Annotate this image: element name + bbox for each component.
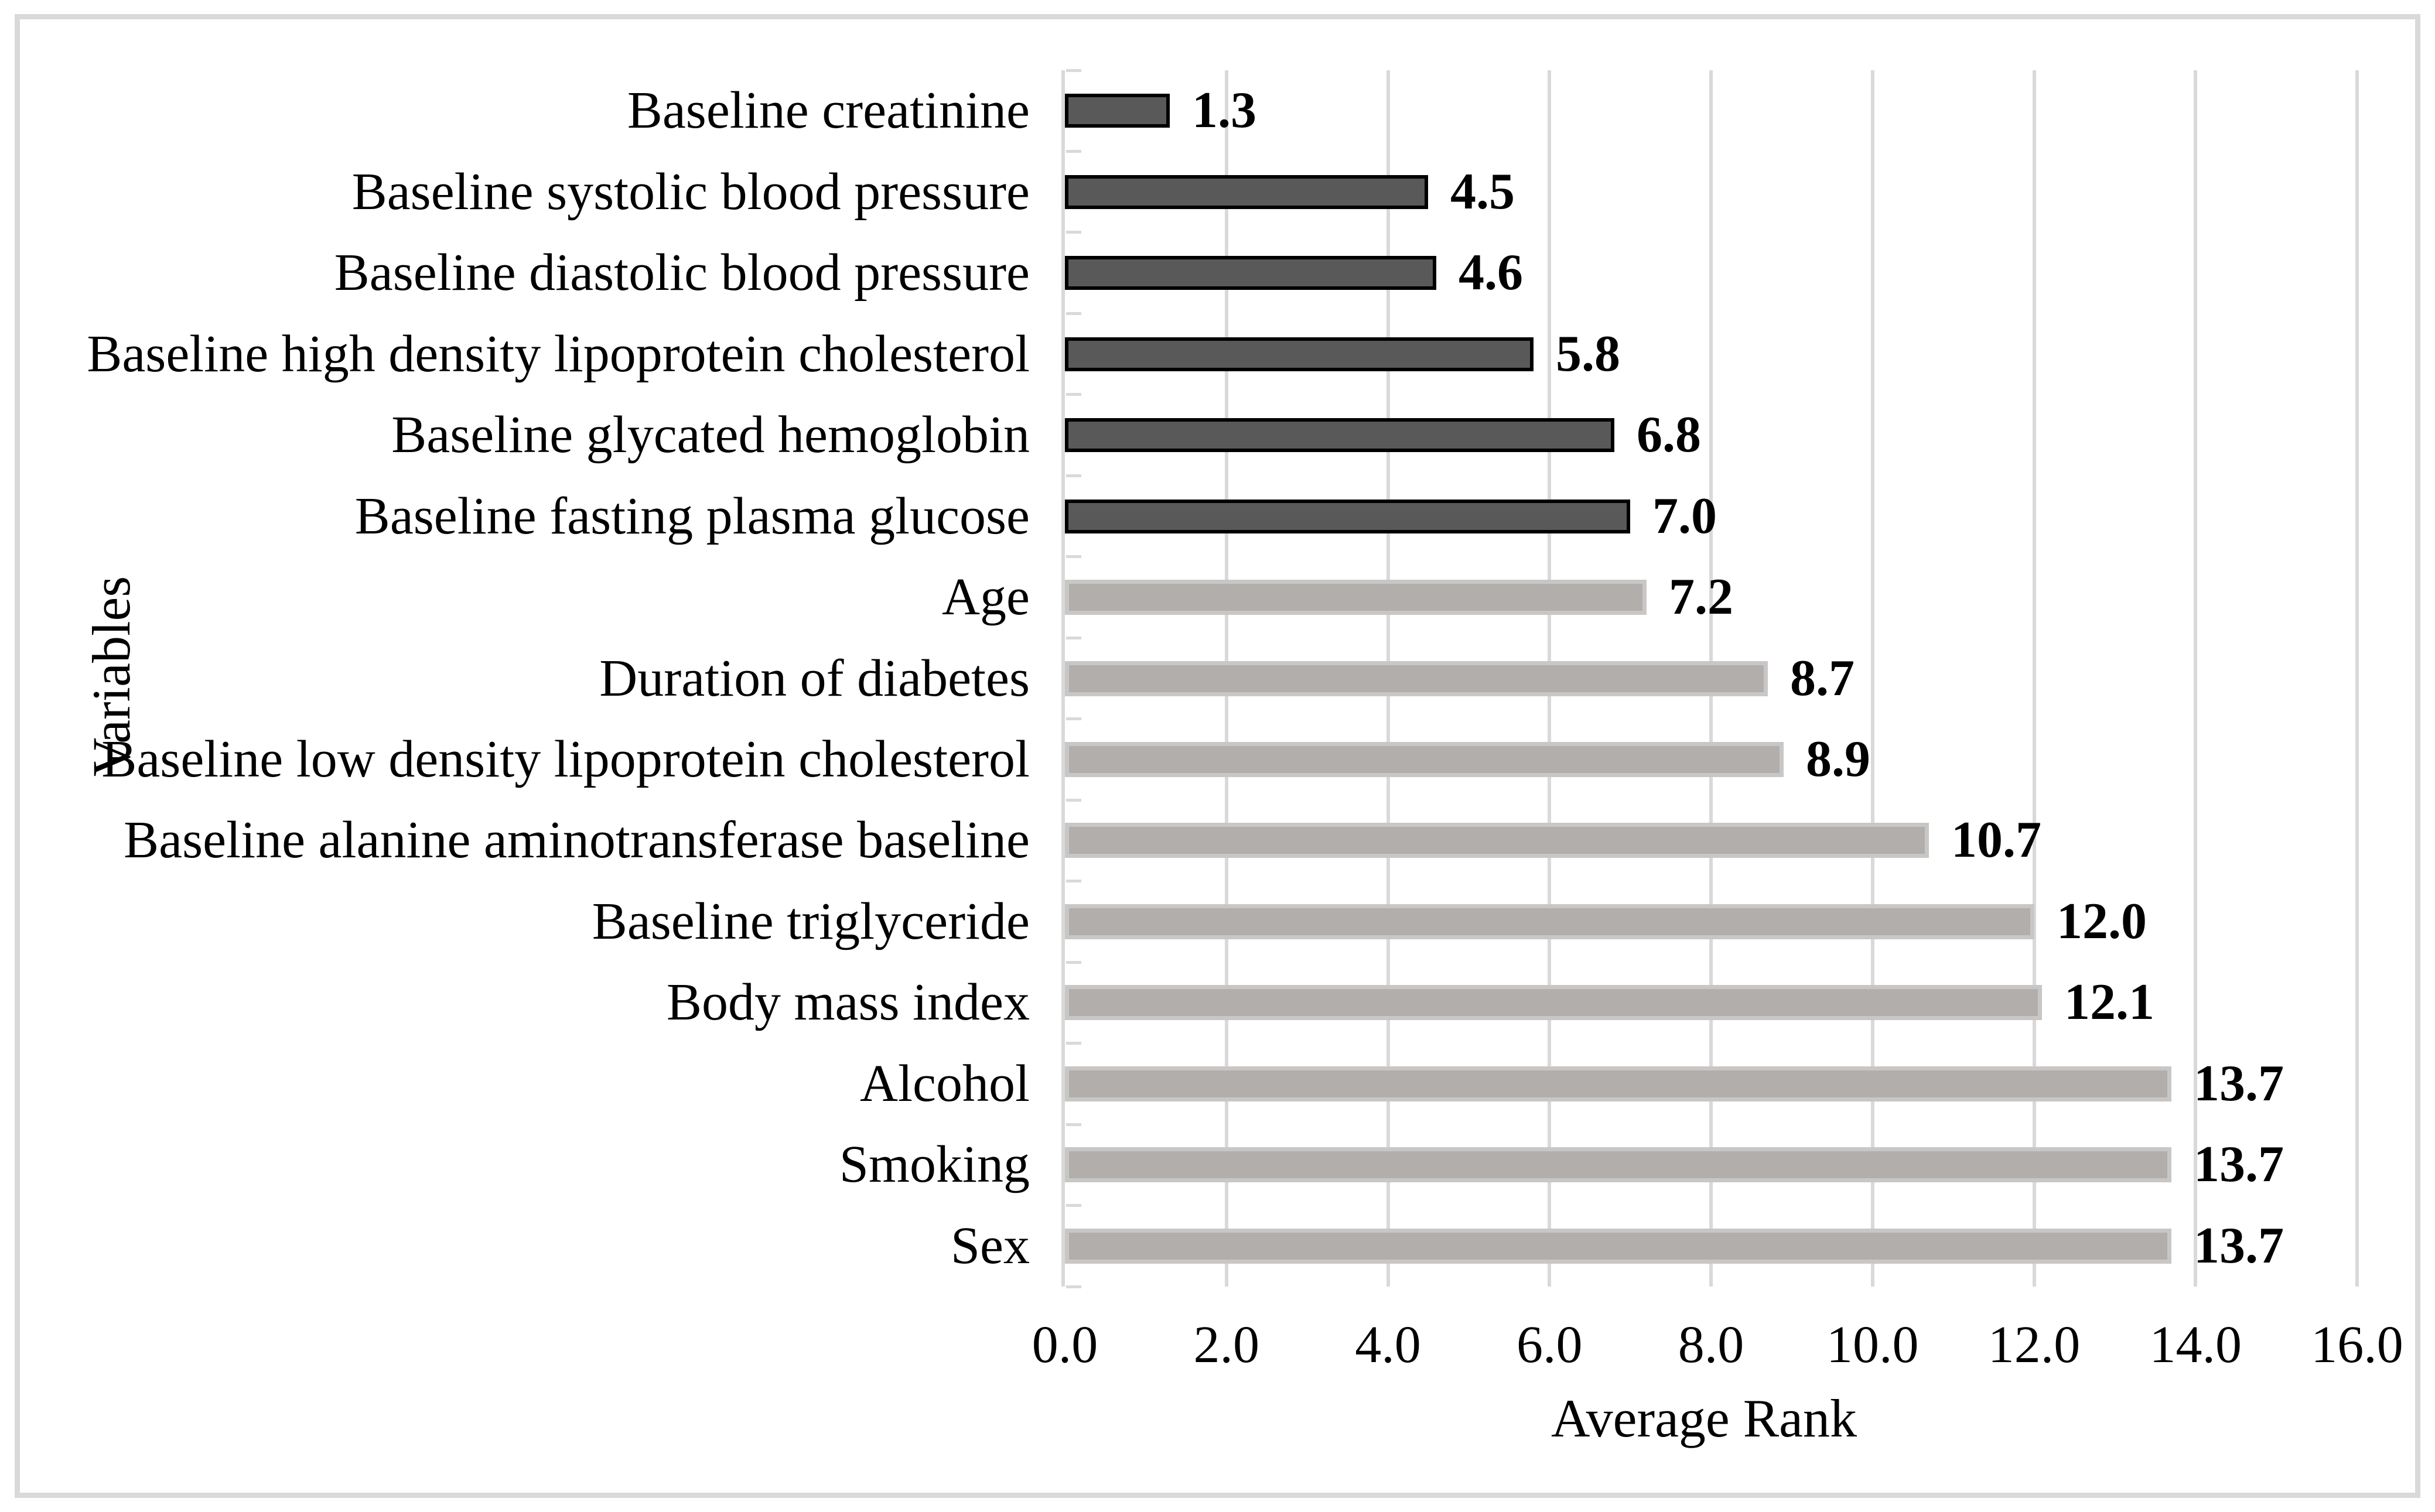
x-tick-label: 4.0 [1355,1316,1421,1374]
bar [1065,337,1534,371]
value-label: 8.9 [1806,730,1870,788]
category-tick [1066,1285,1081,1288]
gridline [2355,70,2359,1287]
category-label: Baseline creatinine [627,81,1030,140]
category-tick [1066,717,1081,721]
category-tick [1066,474,1081,477]
value-label: 13.7 [2194,1136,2284,1193]
x-tick-label: 14.0 [2149,1316,2242,1374]
category-label: Baseline high density lipoprotein choles… [87,324,1030,383]
x-axis-title: Average Rank [1551,1388,1857,1448]
category-label: Baseline diastolic blood pressure [334,244,1030,302]
bar [1065,985,2042,1021]
category-tick [1066,69,1081,72]
category-tick [1066,880,1081,883]
bar [1065,1147,2171,1183]
x-tick-label: 16.0 [2311,1316,2403,1374]
x-tick-label: 8.0 [1678,1316,1744,1374]
category-label: Age [942,568,1030,627]
value-label: 12.0 [2057,892,2147,950]
category-tick [1066,1204,1081,1207]
value-label: 8.7 [1790,649,1855,707]
value-label: 13.7 [2194,1217,2284,1274]
bar [1065,904,2034,939]
bar [1065,418,1614,453]
category-label: Baseline systolic blood pressure [351,162,1030,221]
value-label: 12.1 [2064,974,2154,1031]
bar [1065,256,1436,290]
category-tick [1066,393,1081,396]
category-label: Smoking [839,1135,1030,1194]
category-label: Body mass index [667,973,1030,1032]
chart-frame: Variables Baseline creatinine Baseline sy… [15,14,2420,1498]
category-tick [1066,231,1081,234]
category-label: Baseline triglyceride [592,892,1030,950]
bar [1065,1228,2171,1264]
bar [1065,94,1170,128]
category-tick [1066,636,1081,639]
bar [1065,175,1428,209]
value-label: 6.8 [1637,406,1701,464]
category-tick [1066,149,1081,153]
value-label: 1.3 [1192,82,1256,139]
category-tick [1066,960,1081,964]
category-tick [1066,555,1081,559]
y-axis-line [1061,70,1065,1287]
category-label: Alcohol [860,1054,1030,1113]
value-label: 5.8 [1556,325,1620,382]
gridline [2032,70,2036,1287]
bar [1065,741,1784,777]
gridline [2194,70,2198,1287]
value-label: 10.7 [1951,812,2041,869]
bar [1065,1066,2171,1101]
x-tick-label: 2.0 [1193,1316,1260,1374]
category-label: Baseline alanine aminotransferase baseli… [124,811,1030,870]
category-tick [1066,312,1081,315]
value-label: 4.5 [1450,163,1515,220]
bar [1065,499,1630,533]
category-label: Duration of diabetes [599,649,1030,707]
value-label: 7.2 [1669,569,1733,626]
gridline [1870,70,1874,1287]
value-label: 13.7 [2194,1055,2284,1112]
bar [1065,580,1647,615]
x-tick-label: 0.0 [1032,1316,1098,1374]
bar [1065,823,1929,858]
category-label: Baseline low density lipoprotein cholest… [101,730,1030,788]
value-label: 7.0 [1652,487,1717,545]
bar [1065,661,1768,696]
category-tick [1066,1123,1081,1126]
category-label: Baseline glycated hemoglobin [391,406,1030,464]
x-tick-label: 6.0 [1517,1316,1583,1374]
x-tick-label: 10.0 [1826,1316,1919,1374]
category-tick [1066,798,1081,802]
category-label: Sex [951,1216,1030,1275]
category-tick [1066,1042,1081,1045]
x-tick-label: 12.0 [1987,1316,2081,1374]
value-label: 4.6 [1459,244,1523,302]
category-label: Baseline fasting plasma glucose [354,487,1030,545]
